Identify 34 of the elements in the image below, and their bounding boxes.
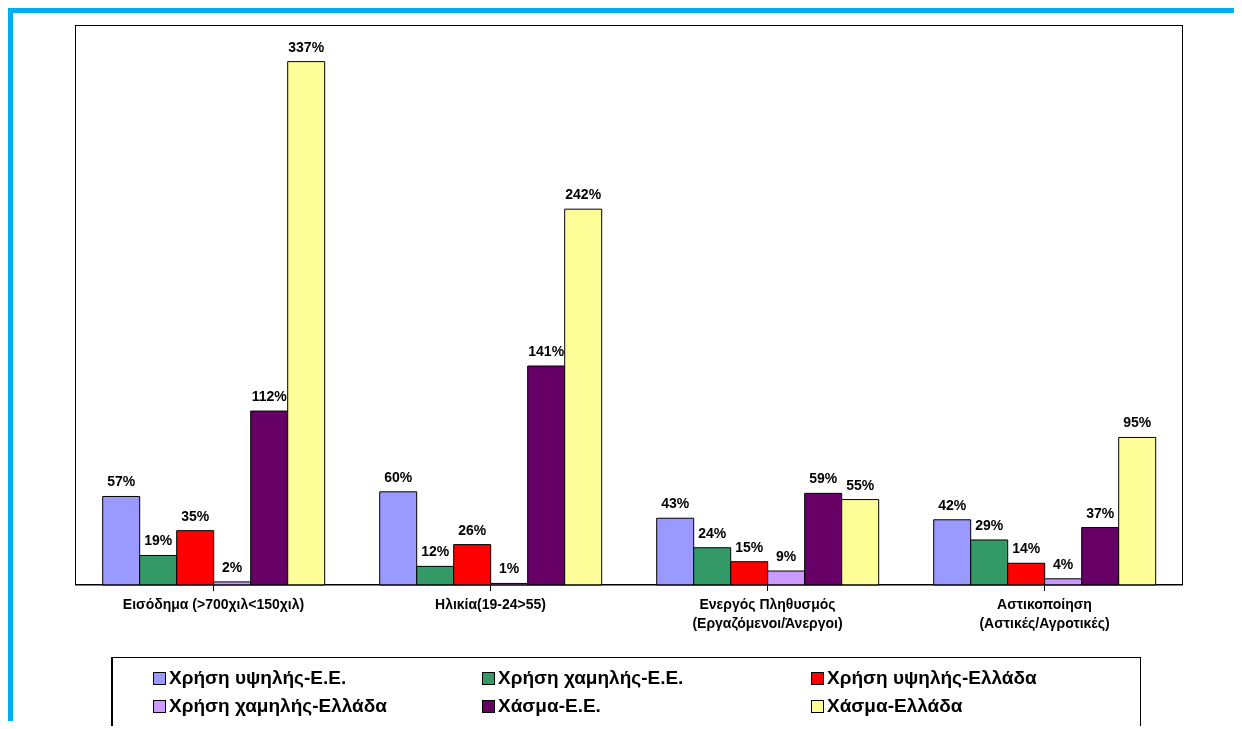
x-tick-label: Ενεργός Πληθυσμός (Εργαζόμενοι/Άνεργοι) <box>692 596 843 631</box>
data-label: 60% <box>384 468 413 485</box>
data-label: 37% <box>1086 504 1115 521</box>
data-label: 26% <box>458 521 487 538</box>
legend-label: Χρήση χαμηλής-Ελλάδα <box>169 695 387 717</box>
data-label: 15% <box>735 538 764 555</box>
data-label: 12% <box>421 543 450 560</box>
data-label: 43% <box>661 495 690 512</box>
data-label: 337% <box>288 38 325 55</box>
data-label: 14% <box>1012 540 1041 557</box>
data-label: 35% <box>181 507 210 524</box>
data-label: 4% <box>1053 555 1074 572</box>
data-label: 112% <box>251 388 288 405</box>
legend-label: Χάσμα-Ελλάδα <box>827 695 963 717</box>
data-label: 19% <box>144 532 173 549</box>
data-label: 9% <box>776 548 797 565</box>
data-label: 59% <box>809 470 838 487</box>
data-label: 42% <box>938 496 967 513</box>
data-label: 141% <box>528 343 565 360</box>
data-label: 242% <box>565 186 602 203</box>
data-label: 29% <box>975 516 1004 533</box>
data-label: 55% <box>846 476 875 493</box>
legend-label: Χρήση υψηλής-Ελλάδα <box>827 667 1037 689</box>
x-tick-label: Αστικοποίηση (Αστικές/Αγροτικές) <box>979 596 1110 631</box>
data-label: 24% <box>698 524 727 541</box>
legend-label: Χρήση υψηλής-Ε.Ε. <box>169 667 347 689</box>
legend-label: Χάσμα-Ε.Ε. <box>498 695 601 717</box>
data-label: 57% <box>107 473 136 490</box>
data-label: 95% <box>1123 414 1152 431</box>
data-label: 1% <box>499 560 520 577</box>
legend-label: Χρήση χαμηλής-Ε.Ε. <box>498 667 684 689</box>
data-label: 2% <box>222 558 243 575</box>
x-tick-label: Εισόδημα (>700χιλ<150χιλ) <box>122 596 305 612</box>
x-tick-label: Ηλικία(19-24>55) <box>435 596 546 612</box>
